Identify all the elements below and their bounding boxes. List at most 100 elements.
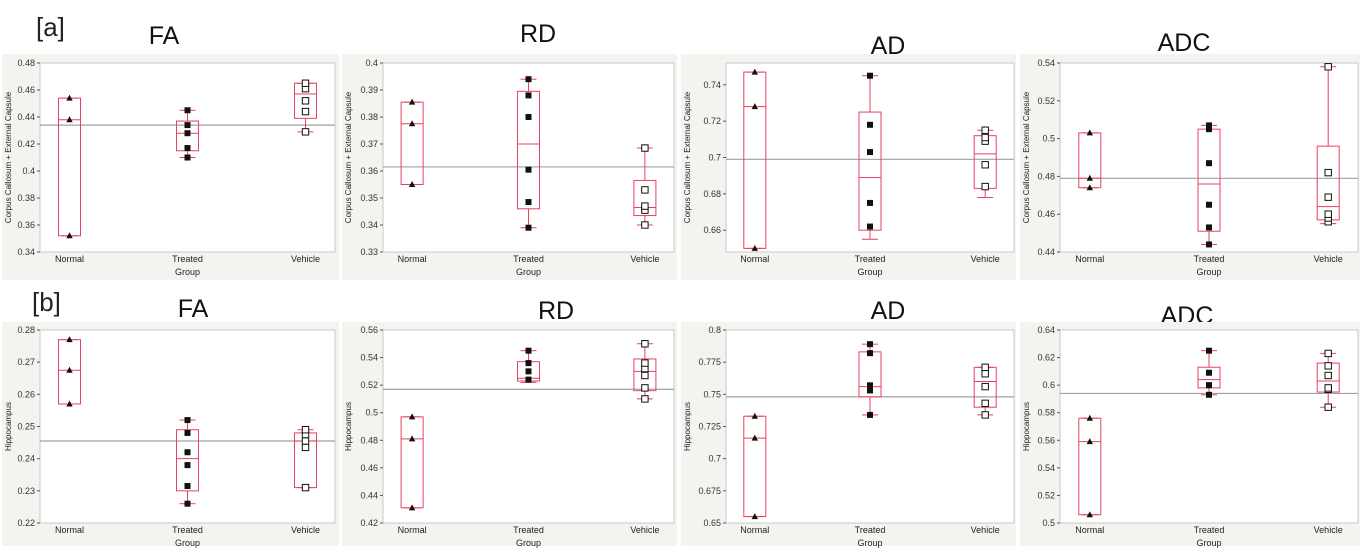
- panel-b-fa-ytick-label: 0.26: [17, 389, 35, 399]
- panel-a-fa-vehicle-point: [301, 79, 310, 87]
- panel-b-rd-xtick-label-normal: Normal: [398, 525, 427, 535]
- panel-a-ad-vehicle-point: [981, 126, 989, 134]
- panel-b-rd-ylabel: Hippocampus: [344, 402, 353, 451]
- panel-b-ad-vehicle-point: [981, 382, 989, 391]
- panel-a-adc-xtick-label-normal: Normal: [1075, 254, 1104, 264]
- panel-title-a-fa: FA: [148, 22, 180, 50]
- panel-a-rd-xtick-label-vehicle: Vehicle: [630, 254, 659, 264]
- panel-a-rd-treated-point: [525, 76, 532, 83]
- panel-b-fa-normal-point: [66, 336, 73, 343]
- panel-b-fa-treated-point: [184, 449, 191, 456]
- panel-a-ad-treated-box: [858, 111, 882, 231]
- panel-a-rd-treated-point: [525, 224, 532, 231]
- panel-b-ad-vehicle-point: [981, 363, 989, 372]
- panel-b-rd-xlabel: Group: [516, 538, 541, 548]
- panel-b-fa-treated-point: [184, 417, 191, 424]
- panel-a-ad-vehicle-point: [981, 161, 989, 169]
- panel-b-fa-ytick-label: 0.27: [17, 357, 35, 367]
- panel-a-fa-xlabel: Group: [175, 267, 200, 277]
- panel-b-rd-xtick-label-vehicle: Vehicle: [630, 525, 659, 535]
- panel-a-ad-xtick-label-normal: Normal: [740, 254, 769, 264]
- panel-a-rd-ytick-label: 0.35: [360, 193, 378, 203]
- panel-a-ad-vehicle-point: [981, 182, 989, 191]
- panel-a-fa-treated-point: [184, 130, 191, 137]
- panel-b-rd-vehicle-point: [641, 384, 649, 392]
- panel-a-adc-vehicle-point: [1324, 168, 1332, 177]
- panel-a-fa-normal-point: [66, 116, 73, 123]
- panel-b-adc-ylabel: Hippocampus: [1022, 402, 1031, 451]
- panel-a-ad-ytick-label: 0.72: [703, 116, 721, 126]
- panel-b-rd-treated-point: [525, 368, 532, 375]
- panel-b-ad-vehicle-point: [981, 411, 989, 419]
- panel-a-fa-vehicle-point: [301, 97, 310, 105]
- panel-b-ad-ytick-label: 0.725: [698, 422, 721, 432]
- panel-a-fa-ylabel: Corpus Callosum + External Capsule: [4, 91, 13, 223]
- panel-a-adc-ytick-label: 0.44: [1037, 247, 1055, 257]
- panel-a-ad-ytick-label: 0.68: [703, 189, 721, 199]
- panel-a-ad-vehicle-point: [981, 133, 989, 142]
- panel-b-ad-xtick-label-normal: Normal: [740, 525, 769, 535]
- panel-a-adc-ylabel: Corpus Callosum + External Capsule: [1022, 91, 1031, 223]
- panel-b-ad-xlabel: Group: [857, 538, 882, 548]
- panel-a-rd-treated-point: [525, 166, 532, 173]
- panel-b-rd-vehicle-point: [641, 359, 649, 367]
- panel-a-ad-normal-point: [751, 244, 758, 251]
- section-label-b: [b]: [32, 287, 61, 317]
- panel-a-adc-vehicle-point: [1324, 210, 1332, 218]
- panel-a-rd-normal-point: [408, 181, 416, 187]
- panel-b-ad-normal-point: [751, 513, 758, 520]
- panel-a-fa-xtick-label-vehicle: Vehicle: [291, 254, 320, 264]
- panel-a-fa-ytick-label: 0.34: [17, 247, 35, 257]
- panel-a-fa-treated-point: [184, 107, 191, 114]
- panel-a-rd-treated-box: [517, 90, 540, 210]
- panel-b-rd-treated-point: [525, 360, 532, 367]
- panel-a-adc-ytick-label: 0.46: [1037, 209, 1055, 219]
- panel-a-rd-vehicle-point: [641, 202, 649, 210]
- panel-b-fa-xtick-label-normal: Normal: [55, 525, 84, 535]
- panel-b-adc-xtick-label-vehicle: Vehicle: [1314, 525, 1343, 535]
- panel-a-fa-normal-point: [66, 232, 73, 239]
- panel-a-rd-treated-point: [525, 92, 532, 99]
- panel-b-fa-ylabel: Hippocampus: [4, 402, 13, 451]
- panel-a-adc-normal-point: [1086, 129, 1093, 136]
- panel-a-adc-plot-area: [1059, 62, 1359, 253]
- panel-b-rd-vehicle-point: [641, 395, 649, 403]
- panel-a-fa-vehicle-point: [301, 128, 310, 136]
- panel-b-adc-xtick-label-treated: Treated: [1194, 525, 1225, 535]
- panel-title-a-adc: ADC: [1157, 29, 1211, 57]
- panel-b-adc-ytick-label: 0.54: [1037, 463, 1055, 473]
- panel-b-adc-vehicle-point: [1324, 349, 1332, 358]
- panel-title-b-fa: FA: [177, 295, 209, 323]
- panel-b-fa-xlabel: Group: [175, 538, 200, 548]
- panel-b-rd-vehicle-point: [641, 340, 649, 348]
- panel-b-fa-ytick-label: 0.28: [17, 325, 35, 335]
- panel-a-rd-vehicle-point: [641, 221, 649, 229]
- panel-b-rd-ytick-label: 0.46: [360, 463, 378, 473]
- panel-b-fa-xtick-label-vehicle: Vehicle: [291, 525, 320, 535]
- panel-b-fa-ytick-label: 0.25: [17, 422, 35, 432]
- panel-a-adc-ytick-label: 0.5: [1042, 134, 1055, 144]
- panel-a-adc-normal-point: [1086, 184, 1093, 191]
- panel-b-ad-ylabel: Hippocampus: [683, 402, 692, 451]
- panel-b-ad-treated-point: [867, 382, 873, 389]
- panel-b-fa-normal-point: [66, 366, 73, 373]
- panel-b-adc-normal-point: [1086, 438, 1093, 445]
- panel-b-ad-treated-point: [867, 387, 873, 394]
- panel-a-ad-ytick-label: 0.66: [703, 225, 721, 235]
- panel-a-ad-xlabel: Group: [857, 267, 882, 277]
- panel-a-fa-xtick-label-normal: Normal: [55, 254, 84, 264]
- panel-a-adc-ytick-label: 0.48: [1037, 171, 1055, 181]
- panel-b-ad-vehicle-point: [981, 399, 989, 408]
- panel-b-adc-treated-point: [1206, 347, 1212, 354]
- panel-b-rd-normal-point: [408, 413, 416, 420]
- panel-a-fa-xtick-label-treated: Treated: [172, 254, 203, 264]
- panel-b-rd-ytick-label: 0.44: [360, 490, 378, 500]
- panel-a-rd-ytick-label: 0.36: [360, 166, 378, 176]
- panel-a-rd-ytick-label: 0.33: [360, 247, 378, 257]
- panel-b-adc-xlabel: Group: [1196, 538, 1221, 548]
- panel-a-fa-ytick-label: 0.44: [17, 112, 35, 122]
- panel-b-adc-vehicle-point: [1324, 362, 1332, 370]
- panel-b-ad-treated-point: [867, 350, 873, 357]
- panel-b-adc-ytick-label: 0.5: [1042, 518, 1055, 528]
